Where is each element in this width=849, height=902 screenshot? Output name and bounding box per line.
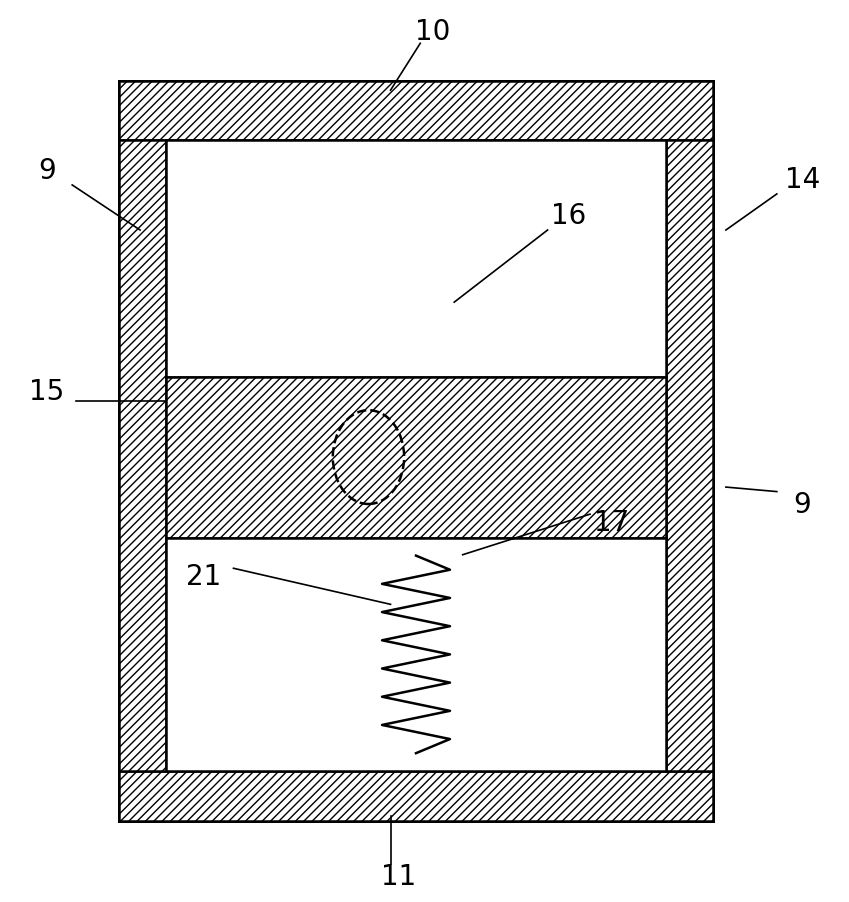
Bar xyxy=(166,538,666,771)
Text: 11: 11 xyxy=(381,862,417,891)
Bar xyxy=(666,140,713,771)
Text: 21: 21 xyxy=(186,563,222,592)
Text: 15: 15 xyxy=(29,378,65,407)
Text: 17: 17 xyxy=(593,509,629,538)
Text: 16: 16 xyxy=(551,202,587,231)
Bar xyxy=(166,140,666,377)
Bar xyxy=(166,377,666,538)
Bar xyxy=(119,81,713,140)
Bar xyxy=(119,771,713,821)
Text: 10: 10 xyxy=(415,17,451,46)
Bar xyxy=(119,140,166,771)
Text: 14: 14 xyxy=(784,166,820,195)
Text: 9: 9 xyxy=(794,491,811,520)
Text: 9: 9 xyxy=(38,157,55,186)
Bar xyxy=(119,81,713,821)
